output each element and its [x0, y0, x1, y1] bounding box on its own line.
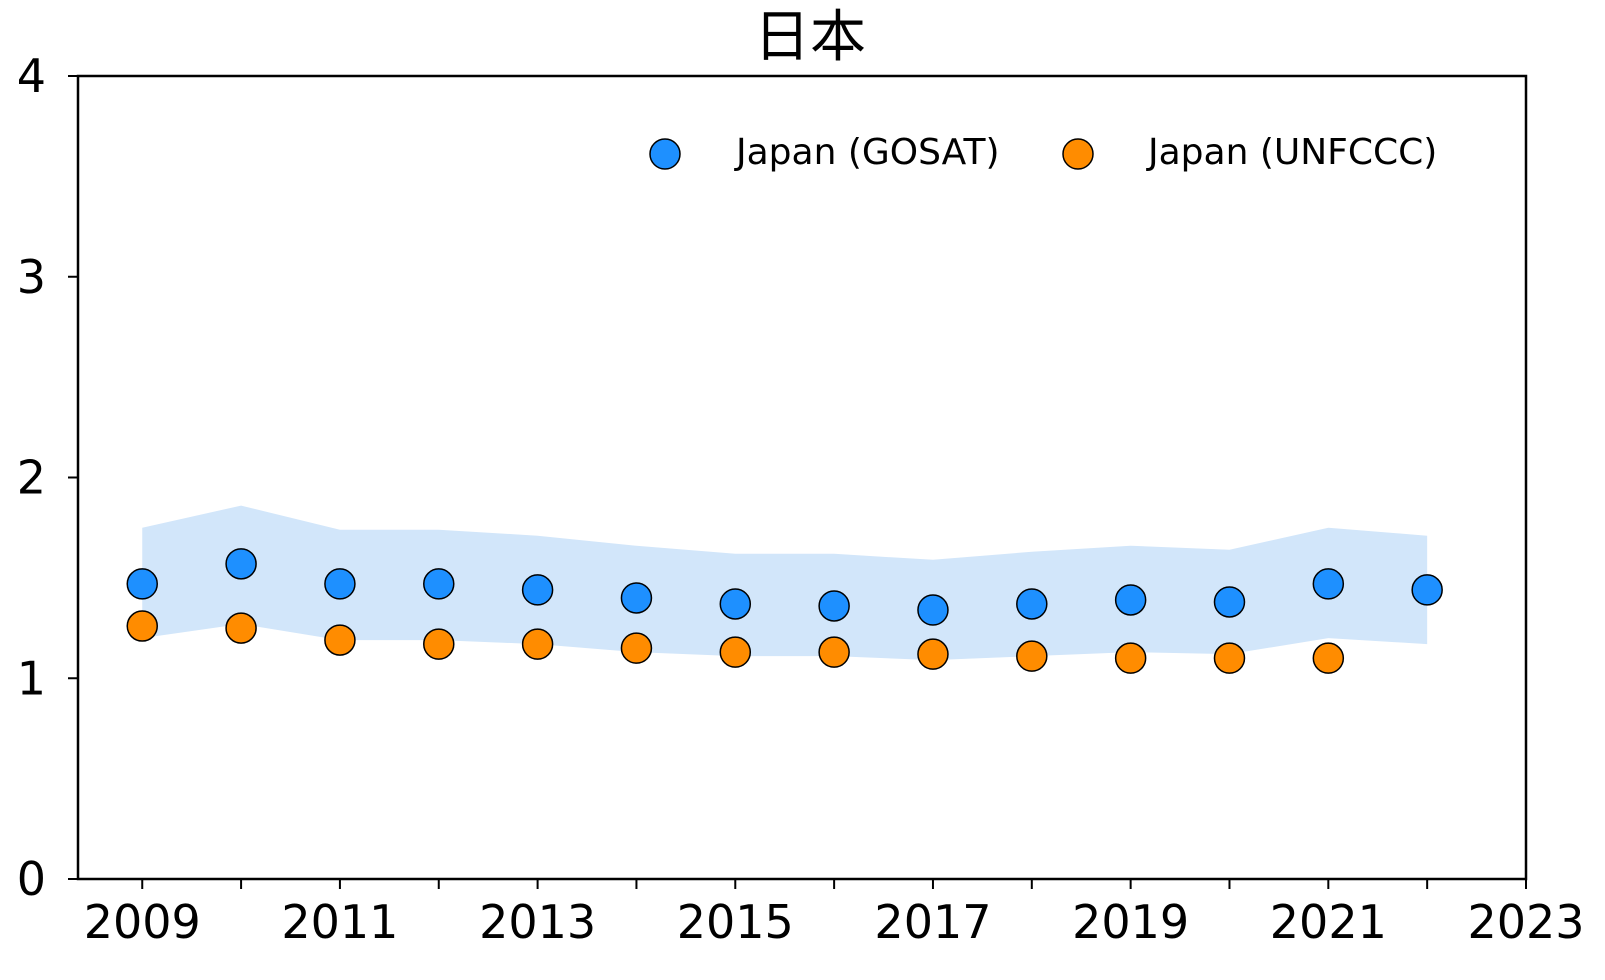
uncertainty-band-layer: [142, 505, 1428, 661]
x-tick-label-2013: 2013: [479, 895, 596, 949]
data-point-gosat-2018: [1016, 588, 1048, 620]
data-point-unfccc-2019: [1114, 642, 1147, 674]
y-tick-label-1: 1: [17, 651, 46, 705]
plot-frame: [76, 74, 1528, 881]
x-axis: 2009 2011 2013 2015 2017 2019 2021 2023: [84, 879, 1585, 949]
data-point-gosat-2014: [620, 582, 653, 614]
data-point-gosat-2017: [917, 594, 949, 626]
x-tick-label-2019: 2019: [1072, 895, 1189, 949]
y-tick-label-4: 4: [17, 49, 46, 103]
data-point-gosat-2021: [1312, 568, 1345, 600]
legend-label-unfccc: Japan (UNFCCC): [1146, 132, 1437, 173]
data-point-unfccc-2013: [521, 628, 554, 660]
data-point-gosat-2010: [225, 548, 257, 580]
data-point-gosat-2016: [818, 590, 850, 622]
legend: Japan (GOSAT) Japan (UNFCCC): [649, 132, 1437, 173]
data-point-unfccc-2018: [1016, 640, 1048, 672]
y-tick-label-2: 2: [17, 451, 46, 505]
data-point-gosat-2019: [1114, 584, 1147, 616]
legend-marker-gosat: [649, 138, 681, 170]
data-point-gosat-2013: [521, 574, 554, 606]
data-point-gosat-2020: [1213, 586, 1246, 618]
x-tick-label-2017: 2017: [874, 895, 991, 949]
data-point-gosat-2015: [719, 588, 752, 620]
data-point-unfccc-2009: [126, 610, 158, 642]
uncertainty-band: [142, 505, 1428, 661]
data-point-unfccc-2016: [818, 636, 850, 668]
data-point-unfccc-2021: [1312, 642, 1345, 674]
y-tick-label-0: 0: [17, 852, 46, 906]
x-tick-label-2011: 2011: [281, 895, 398, 949]
data-point-unfccc-2011: [324, 624, 356, 656]
chart-title: 日本: [754, 5, 866, 70]
data-point-unfccc-2012: [423, 628, 455, 660]
x-tick-label-2009: 2009: [84, 895, 201, 949]
data-point-unfccc-2014: [620, 632, 653, 664]
data-point-gosat-2012: [423, 568, 455, 600]
data-points-layer: [126, 548, 1443, 674]
y-tick-label-3: 3: [17, 250, 46, 304]
data-point-gosat-2022: [1411, 574, 1443, 606]
data-point-gosat-2009: [126, 568, 158, 600]
data-point-unfccc-2010: [225, 612, 257, 644]
legend-label-gosat: Japan (GOSAT): [734, 132, 1000, 173]
x-tick-label-2021: 2021: [1270, 895, 1387, 949]
data-point-unfccc-2017: [917, 638, 949, 670]
data-point-gosat-2011: [324, 568, 356, 600]
legend-marker-unfccc: [1062, 138, 1094, 170]
x-tick-label-2015: 2015: [677, 895, 794, 949]
x-tick-label-2023: 2023: [1467, 895, 1584, 949]
data-point-unfccc-2015: [719, 636, 752, 668]
data-point-unfccc-2020: [1213, 642, 1246, 674]
y-axis: 0 1 2 3 4: [17, 49, 78, 906]
